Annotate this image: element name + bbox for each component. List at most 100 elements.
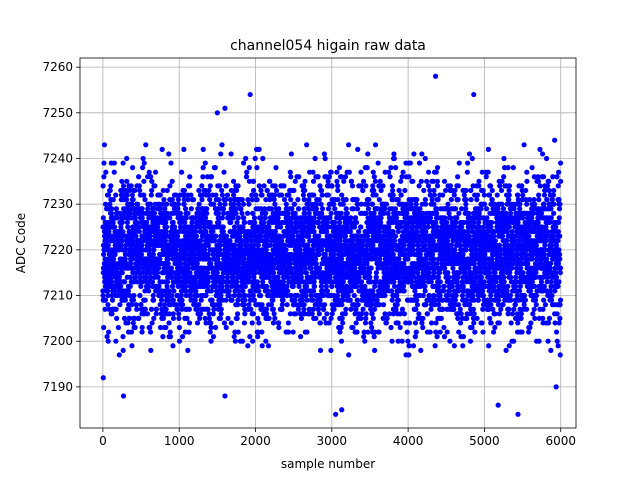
data-point	[201, 224, 208, 230]
data-point	[394, 302, 400, 308]
data-point	[389, 183, 395, 189]
data-point	[425, 183, 432, 189]
data-point	[422, 155, 428, 162]
data-point	[325, 206, 332, 212]
data-point	[241, 215, 247, 221]
data-point	[419, 151, 425, 157]
data-point	[471, 219, 477, 226]
data-point	[131, 292, 137, 299]
data-point	[353, 219, 360, 226]
data-point	[311, 228, 317, 235]
data-point	[354, 206, 361, 212]
data-point	[112, 224, 118, 230]
data-point	[133, 233, 139, 239]
data-point	[113, 192, 119, 198]
data-point	[166, 320, 172, 326]
data-point	[390, 187, 396, 194]
data-point	[364, 165, 370, 171]
data-point	[431, 192, 437, 198]
data-point	[365, 151, 371, 157]
data-point	[179, 297, 185, 303]
data-point	[413, 306, 419, 312]
data-point	[478, 274, 484, 280]
data-point	[474, 315, 480, 321]
data-point	[390, 192, 396, 198]
data-point	[382, 311, 388, 317]
data-point	[339, 192, 345, 198]
data-point	[429, 251, 436, 258]
data-point	[195, 206, 201, 212]
data-point	[253, 192, 259, 198]
data-point	[108, 183, 114, 189]
data-point	[248, 306, 254, 312]
data-point	[210, 334, 217, 340]
data-point	[116, 288, 122, 294]
data-point	[185, 210, 191, 216]
data-point	[250, 178, 257, 184]
data-point	[285, 288, 291, 294]
data-point	[160, 201, 166, 207]
data-point	[393, 165, 399, 171]
data-point	[166, 297, 172, 303]
data-point	[168, 292, 175, 299]
data-point	[164, 210, 171, 216]
data-point	[106, 329, 112, 335]
data-point	[112, 251, 118, 258]
data-point	[113, 206, 119, 212]
data-point	[405, 338, 411, 344]
data-point	[336, 219, 343, 226]
data-point	[459, 292, 466, 299]
data-point	[308, 292, 315, 299]
data-point	[433, 320, 439, 326]
data-point	[268, 302, 274, 308]
data-point	[336, 165, 342, 171]
data-point	[288, 174, 294, 180]
data-point	[149, 279, 156, 285]
data-point	[116, 352, 122, 358]
data-point	[358, 183, 364, 189]
data-point	[140, 279, 146, 285]
data-point	[371, 187, 377, 194]
data-point	[454, 215, 460, 221]
data-point	[185, 265, 191, 271]
data-point	[356, 228, 362, 235]
data-point	[115, 324, 121, 331]
data-point	[401, 311, 407, 317]
data-point	[441, 324, 447, 331]
data-point	[460, 251, 466, 258]
data-point	[371, 306, 378, 312]
data-point	[118, 242, 124, 248]
data-point	[354, 197, 360, 203]
data-point	[203, 292, 209, 299]
data-point	[208, 324, 214, 331]
data-point	[367, 274, 373, 280]
data-point	[325, 178, 331, 184]
data-point	[276, 320, 282, 326]
data-point	[301, 183, 307, 189]
data-point	[204, 210, 210, 216]
data-point	[205, 306, 211, 312]
data-point	[255, 315, 261, 321]
data-point	[339, 302, 345, 308]
data-point	[124, 178, 130, 184]
data-point	[432, 343, 438, 349]
data-point	[208, 174, 214, 180]
data-point	[343, 197, 349, 203]
data-point	[189, 219, 195, 226]
data-point	[241, 302, 247, 308]
data-points	[100, 73, 564, 417]
data-point	[414, 302, 421, 308]
data-point	[258, 233, 264, 239]
data-point	[247, 228, 254, 235]
data-point	[129, 165, 136, 171]
data-point	[231, 292, 237, 299]
data-point	[250, 210, 256, 216]
data-point	[219, 142, 225, 148]
data-point	[356, 274, 362, 280]
data-point	[258, 187, 264, 194]
data-point	[444, 219, 450, 226]
data-point	[324, 288, 330, 294]
data-point	[188, 192, 194, 198]
data-point	[321, 315, 327, 321]
data-point	[104, 238, 110, 244]
